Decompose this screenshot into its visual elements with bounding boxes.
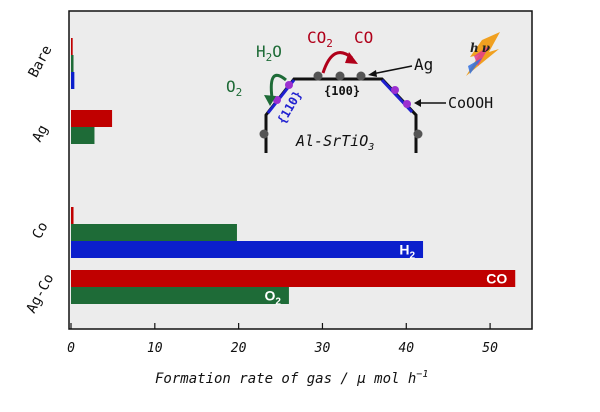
cocat-label: CoOOH bbox=[448, 94, 493, 112]
x-axis-title: Formation rate of gas / μ mol h−1 bbox=[155, 369, 428, 387]
x-tick-label: 40 bbox=[398, 341, 414, 356]
o2-label: O2 bbox=[226, 77, 242, 99]
ag-pointer-head bbox=[368, 70, 377, 77]
support-label: Al-SrTiO3 bbox=[295, 132, 374, 153]
cocat-pointer-head bbox=[414, 99, 421, 107]
h2o-label: H2O bbox=[256, 42, 282, 64]
ag-label: Ag bbox=[414, 55, 433, 74]
bar-label-h2: H2 bbox=[399, 242, 415, 262]
bar-ag-co bbox=[71, 110, 113, 127]
water-arrow-head bbox=[264, 95, 276, 106]
water-oxidation-arrow bbox=[269, 74, 287, 99]
bar-co-o2 bbox=[71, 224, 237, 241]
category-label-ag-co: Ag-Co bbox=[24, 271, 58, 316]
ag-particle bbox=[259, 129, 269, 139]
ag-particle bbox=[413, 129, 423, 139]
x-tick-label: 30 bbox=[314, 341, 331, 356]
category-label-bare: Bare bbox=[25, 43, 55, 80]
coooh-particle bbox=[273, 96, 281, 104]
x-tick-label: 0 bbox=[67, 341, 75, 356]
co2-label: CO2 bbox=[307, 28, 333, 50]
inset-schematic: H2O O2 CO2 CO Ag {100} {110} CoOOH Al-Sr… bbox=[226, 28, 500, 153]
category-labels: Bare Ag Co Ag-Co bbox=[24, 43, 58, 316]
bar-co-co bbox=[71, 207, 74, 224]
category-label-co: Co bbox=[29, 219, 51, 241]
coooh-particle bbox=[391, 86, 399, 94]
bars-group: H2 CO O2 bbox=[71, 38, 516, 308]
co2-arrow-head bbox=[345, 52, 358, 64]
ag-particle bbox=[356, 71, 366, 81]
bar-label-co: CO bbox=[486, 271, 507, 287]
ag-particle bbox=[335, 71, 345, 81]
coooh-particle bbox=[285, 81, 293, 89]
bar-label-o2: O2 bbox=[264, 288, 281, 308]
bar-bare-h2 bbox=[71, 72, 75, 89]
bar-co-h2 bbox=[71, 241, 424, 258]
ag-pointer bbox=[371, 65, 413, 75]
bar-ag-co-co bbox=[71, 270, 516, 287]
bar-bare-co bbox=[71, 38, 73, 55]
x-tick-label: 50 bbox=[482, 341, 498, 356]
co-label: CO bbox=[354, 28, 373, 47]
x-tick-label: 10 bbox=[147, 341, 163, 356]
x-axis-ticks: 0 10 20 30 40 50 bbox=[67, 323, 498, 356]
x-tick-label: 20 bbox=[231, 341, 247, 356]
bar-ag-co-o2 bbox=[71, 287, 289, 304]
facet-100-label: {100} bbox=[324, 84, 360, 98]
category-label-ag: Ag bbox=[29, 122, 51, 144]
coooh-particle bbox=[403, 100, 411, 108]
bar-bare-o2 bbox=[71, 55, 74, 72]
ag-particle bbox=[313, 71, 323, 81]
bar-ag-o2 bbox=[71, 127, 95, 144]
